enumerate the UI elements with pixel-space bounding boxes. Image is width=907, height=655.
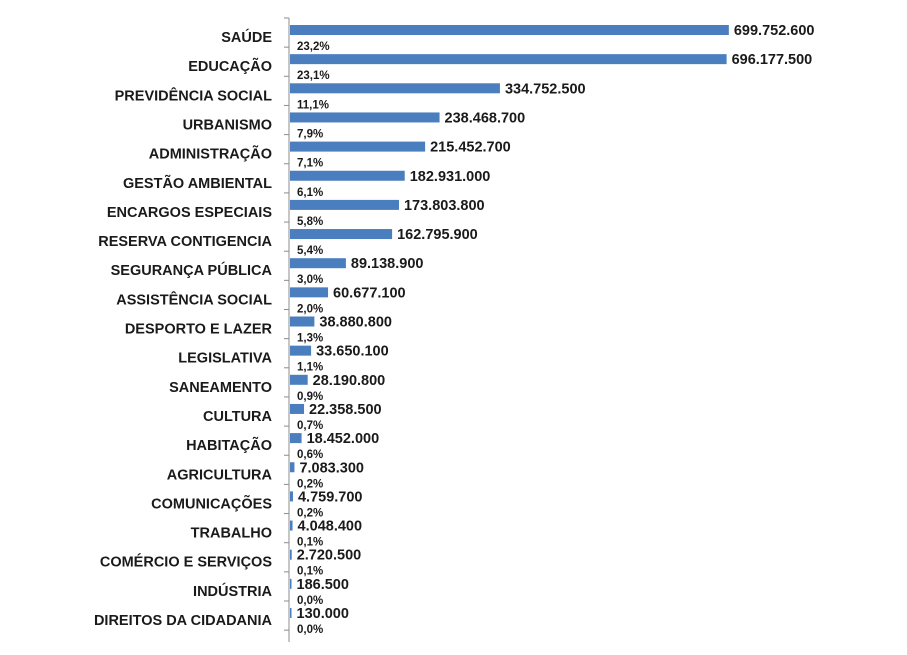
category-label: URBANISMO bbox=[183, 117, 272, 133]
bar bbox=[290, 141, 426, 152]
data-label-value: 162.795.900 bbox=[397, 227, 478, 243]
data-label-percent: 0,2% bbox=[297, 507, 323, 519]
data-label-percent: 0,1% bbox=[297, 537, 323, 549]
data-label-value: 18.452.000 bbox=[307, 431, 380, 447]
data-label-percent: 0,9% bbox=[297, 391, 323, 403]
data-label-value: 173.803.800 bbox=[404, 198, 485, 214]
data-label-value: 130.000 bbox=[297, 606, 349, 622]
category-label: AGRICULTURA bbox=[167, 467, 273, 483]
category-label: SEGURANÇA PÚBLICA bbox=[111, 261, 273, 279]
category-label: ADMINISTRAÇÃO bbox=[149, 145, 272, 163]
bar bbox=[290, 258, 346, 269]
category-label: LEGISLATIVA bbox=[178, 351, 272, 367]
bar bbox=[290, 25, 729, 35]
data-label-percent: 7,1% bbox=[297, 158, 323, 170]
bar bbox=[290, 491, 293, 502]
data-label-value: 186.500 bbox=[297, 577, 349, 593]
data-label-value: 215.452.700 bbox=[430, 140, 511, 156]
data-label-value: 33.650.100 bbox=[316, 344, 389, 360]
data-label-percent: 1,3% bbox=[297, 333, 323, 345]
data-label-percent: 0,2% bbox=[297, 478, 323, 490]
data-label-percent: 23,2% bbox=[297, 41, 330, 53]
category-label: INDÚSTRIA bbox=[193, 582, 272, 600]
category-label: PREVIDÊNCIA SOCIAL bbox=[115, 86, 273, 104]
category-label: ENCARGOS ESPECIAIS bbox=[107, 205, 272, 221]
data-label-value: 696.177.500 bbox=[732, 52, 813, 68]
data-label-value: 2.720.500 bbox=[297, 548, 362, 564]
data-label-value: 22.358.500 bbox=[309, 402, 382, 418]
category-label: TRABALHO bbox=[191, 526, 272, 542]
data-label-percent: 0,0% bbox=[297, 595, 323, 607]
category-label: COMÉRCIO E SERVIÇOS bbox=[100, 554, 272, 571]
bar bbox=[290, 578, 292, 589]
data-label-value: 699.752.600 bbox=[734, 23, 815, 39]
data-label-percent: 5,4% bbox=[297, 245, 323, 257]
bar bbox=[290, 54, 727, 65]
bar bbox=[290, 287, 329, 298]
data-label-percent: 3,0% bbox=[297, 274, 323, 286]
bar bbox=[290, 83, 500, 94]
data-label-percent: 0,6% bbox=[297, 449, 323, 461]
data-label-value: 4.048.400 bbox=[298, 519, 363, 535]
category-label: HABITAÇÃO bbox=[186, 436, 272, 454]
category-label: SANEAMENTO bbox=[169, 380, 272, 396]
category-label: RESERVA CONTIGENCIA bbox=[98, 234, 272, 250]
data-label-percent: 0,1% bbox=[297, 566, 323, 578]
bar bbox=[290, 520, 293, 531]
data-label-percent: 0,7% bbox=[297, 420, 323, 432]
bar bbox=[290, 112, 440, 123]
data-label-value: 38.880.800 bbox=[319, 315, 392, 331]
category-label: DIREITOS DA CIDADANIA bbox=[94, 613, 273, 629]
bar bbox=[290, 229, 393, 240]
data-label-value: 7.083.300 bbox=[299, 460, 364, 476]
bar bbox=[290, 549, 292, 560]
data-label-percent: 7,9% bbox=[297, 128, 323, 140]
bar bbox=[290, 345, 312, 356]
bar bbox=[290, 433, 302, 444]
data-label-percent: 1,1% bbox=[297, 362, 323, 374]
data-label-value: 4.759.700 bbox=[298, 489, 363, 505]
data-label-percent: 23,1% bbox=[297, 70, 330, 82]
bar bbox=[290, 462, 295, 473]
bar bbox=[290, 403, 305, 414]
data-label-percent: 0,0% bbox=[297, 624, 323, 636]
data-label-percent: 2,0% bbox=[297, 303, 323, 315]
category-label: DESPORTO E LAZER bbox=[125, 322, 273, 338]
data-label-percent: 11,1% bbox=[297, 99, 329, 111]
category-label: ASSISTÊNCIA SOCIAL bbox=[116, 290, 272, 308]
data-label-value: 238.468.700 bbox=[445, 110, 526, 126]
data-label-value: 334.752.500 bbox=[505, 81, 586, 97]
category-label: CULTURA bbox=[203, 409, 273, 425]
data-label-percent: 6,1% bbox=[297, 187, 323, 199]
data-label-percent: 5,8% bbox=[297, 216, 323, 228]
data-label-value: 182.931.000 bbox=[410, 169, 491, 185]
data-label-value: 28.190.800 bbox=[313, 373, 386, 389]
bar bbox=[290, 199, 399, 210]
category-label: GESTÃO AMBIENTAL bbox=[123, 174, 272, 192]
bar bbox=[290, 170, 405, 181]
bar bbox=[290, 374, 308, 385]
data-label-value: 89.138.900 bbox=[351, 256, 424, 272]
bar bbox=[290, 608, 292, 618]
category-label: EDUCAÇÃO bbox=[188, 57, 272, 75]
category-label: SAÚDE bbox=[221, 28, 272, 46]
category-label: COMUNICAÇÕES bbox=[151, 494, 272, 512]
bar bbox=[290, 316, 315, 327]
data-label-value: 60.677.100 bbox=[333, 285, 406, 301]
